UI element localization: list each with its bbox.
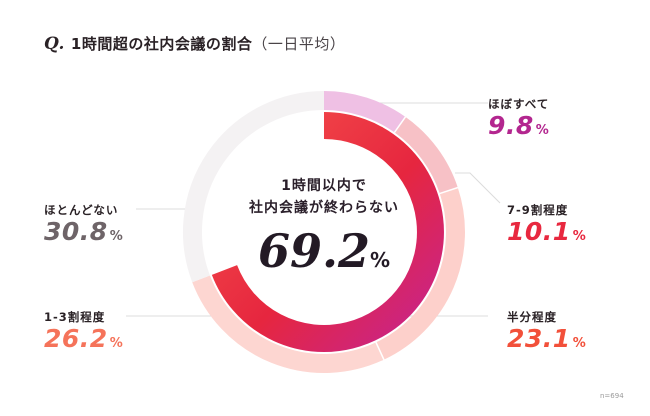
label-1-3wari: 1-3割程度 26.2% xyxy=(44,310,124,353)
label-hobo-subete: ほぼすべて 9.8% xyxy=(488,97,550,140)
label-hanbun: 半分程度 23.1% xyxy=(507,310,587,353)
sample-size: n=694 xyxy=(600,392,624,400)
center-summary: 1時間以内で 社内会議が終わらない 69.2% xyxy=(224,175,424,290)
outer-ring xyxy=(182,91,465,374)
segment-hanbun xyxy=(375,187,465,360)
segment-separators xyxy=(375,116,459,361)
title-sub: （一日平均） xyxy=(252,35,346,53)
center-line-1: 1時間以内で xyxy=(281,178,367,194)
segment-hotondo-nai xyxy=(182,91,325,283)
center-line-2: 社内会議が終わらない xyxy=(249,200,399,216)
label-7-9wari: 7-9割程度 10.1% xyxy=(507,203,587,246)
title-main: 1時間超の社内会議の割合 xyxy=(70,35,253,53)
chart-title: Q. 1時間超の社内会議の割合（一日平均） xyxy=(44,33,345,54)
center-value: 69.2% xyxy=(257,224,391,278)
segment-1-3wari xyxy=(192,275,385,374)
segment-7-9wari xyxy=(394,116,458,194)
question-marker: Q. xyxy=(44,34,65,54)
segment-hobo-subete xyxy=(323,91,406,133)
highlight-arc xyxy=(211,112,444,352)
label-hotondo-nai: ほとんどない 30.8% xyxy=(44,203,124,246)
